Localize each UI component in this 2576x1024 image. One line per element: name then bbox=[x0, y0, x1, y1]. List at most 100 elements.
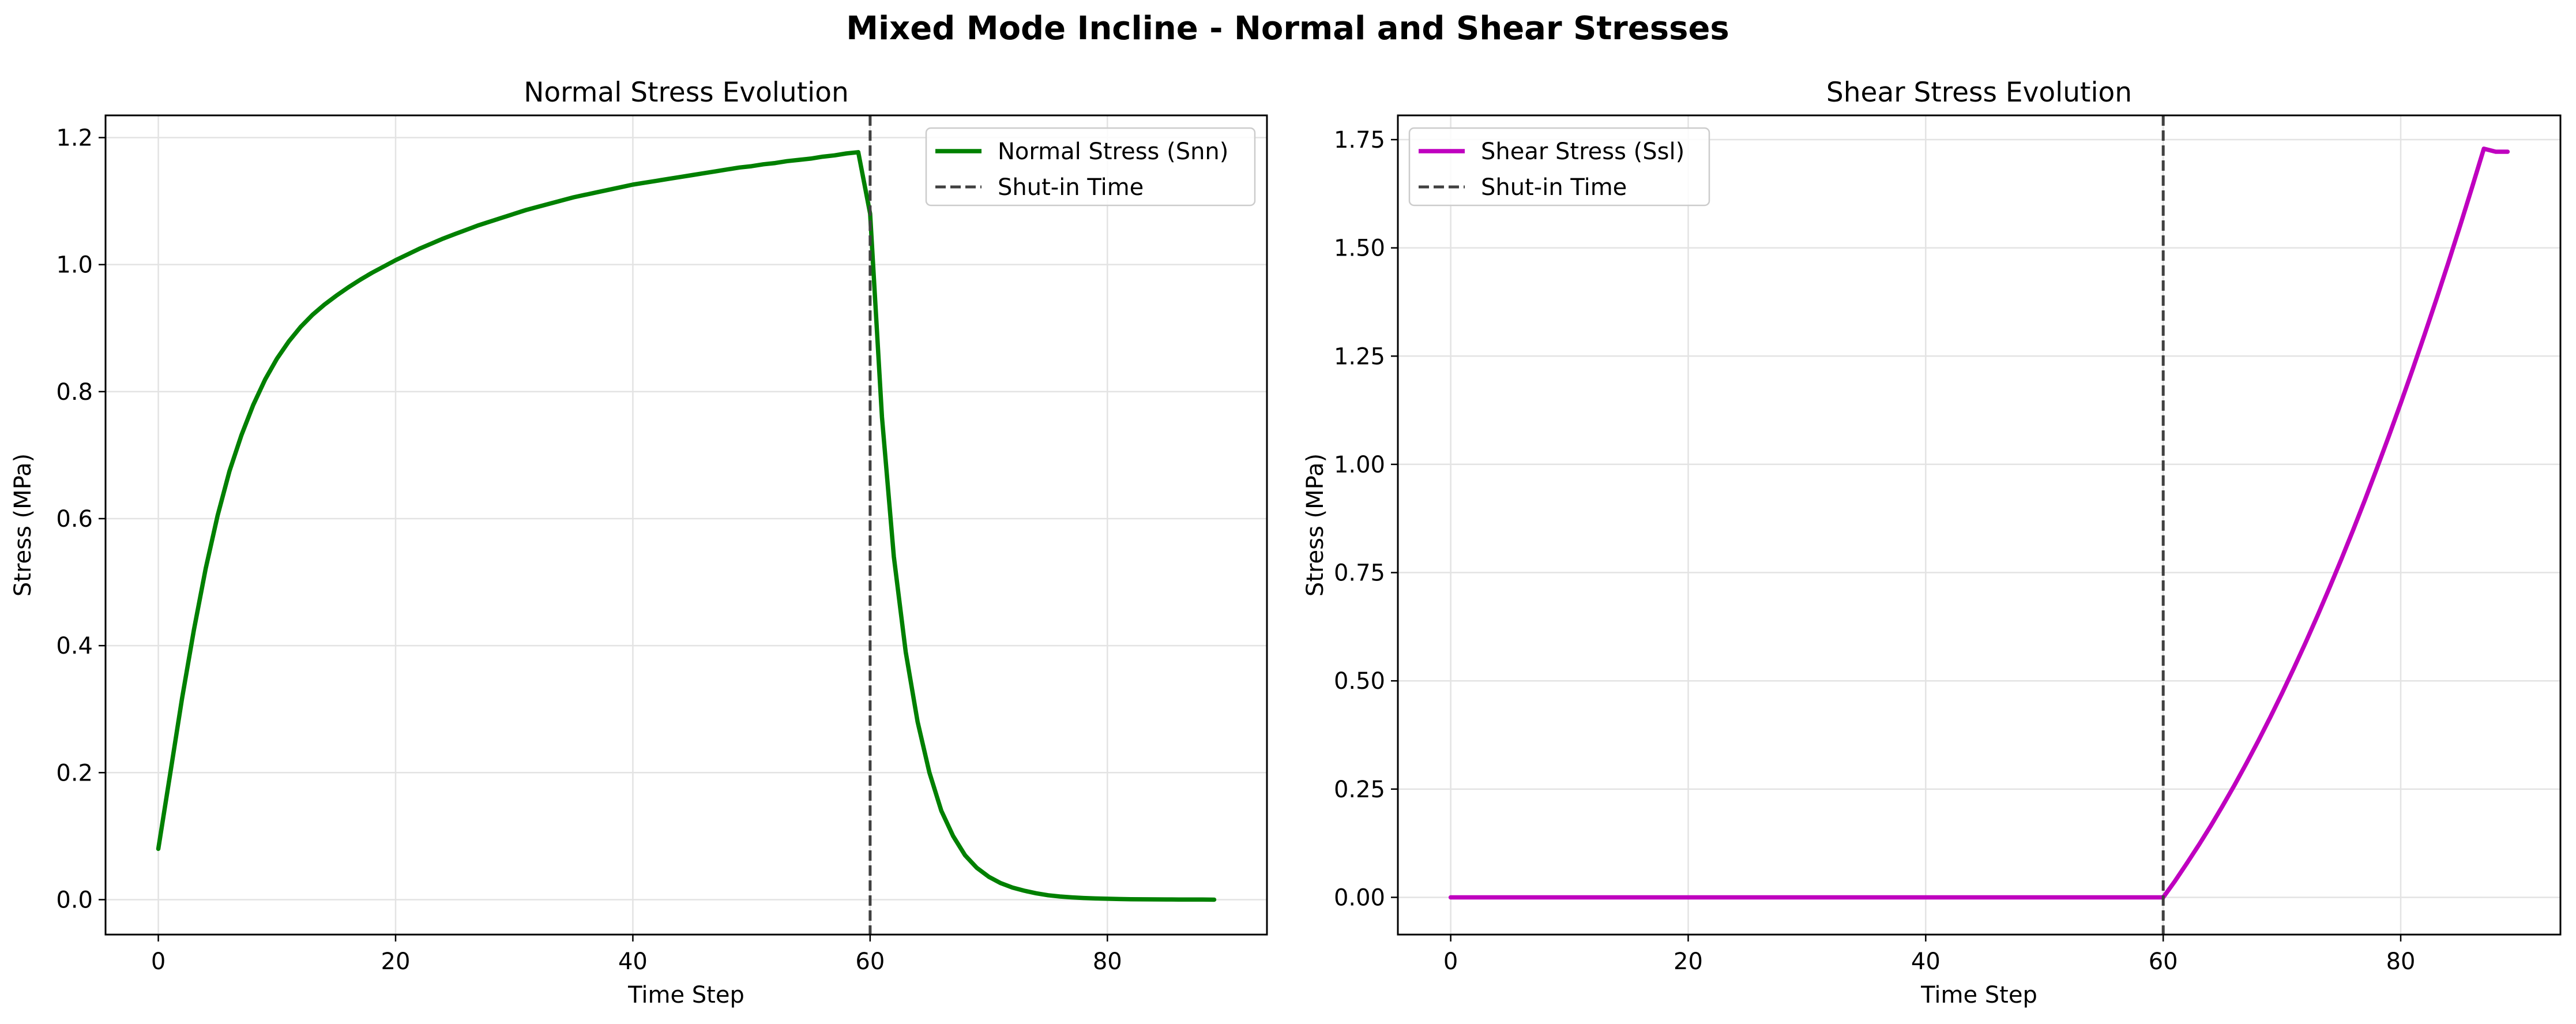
data-point bbox=[1107, 898, 1108, 899]
data-point bbox=[2222, 806, 2223, 807]
data-point bbox=[739, 167, 740, 168]
data-point bbox=[561, 200, 562, 201]
data-point bbox=[1060, 896, 1061, 897]
data-point bbox=[2365, 499, 2366, 500]
data-point bbox=[751, 166, 752, 167]
x-tick-label: 80 bbox=[1093, 948, 1122, 975]
legend-box bbox=[925, 127, 1256, 207]
y-tick-label: 0.00 bbox=[1334, 884, 1385, 911]
y-tick-label: 0.0 bbox=[56, 887, 93, 913]
x-tick-label: 40 bbox=[618, 948, 648, 975]
data-point bbox=[2412, 369, 2413, 370]
data-point bbox=[1747, 897, 1748, 898]
shear-stress-plot-area bbox=[1448, 115, 2510, 935]
normal-stress-x-ticks: 0 20 40 60 80 bbox=[151, 935, 1122, 975]
data-point bbox=[288, 341, 289, 342]
data-point bbox=[988, 876, 989, 877]
data-point bbox=[2448, 262, 2449, 263]
data-point bbox=[1095, 898, 1096, 899]
data-point bbox=[336, 295, 337, 296]
y-tick-label: 1.75 bbox=[1334, 127, 1385, 153]
data-point bbox=[2234, 785, 2235, 786]
data-point bbox=[1450, 897, 1451, 898]
data-point bbox=[1178, 899, 1179, 900]
legend-label-shear-stress: Shear Stress (Ssl) bbox=[1481, 138, 1684, 165]
data-point bbox=[609, 189, 610, 190]
data-point bbox=[478, 225, 479, 226]
data-point bbox=[383, 266, 384, 267]
data-point bbox=[1569, 897, 1570, 898]
shear-stress-axes-frame bbox=[1397, 114, 2562, 936]
y-tick-label: 1.25 bbox=[1334, 343, 1385, 370]
normal-stress-x-axis-label: Time Step bbox=[627, 982, 744, 1008]
y-tick-label: 0.6 bbox=[56, 506, 93, 532]
data-point bbox=[2329, 587, 2330, 588]
x-tick-label: 0 bbox=[151, 948, 166, 975]
shear-stress-y-ticks: 0.00 0.25 0.50 0.75 1.00 1.25 1.50 1.75 bbox=[1334, 127, 1398, 911]
normal-stress-grid bbox=[106, 115, 1267, 935]
shear-stress-y-axis-label: Stress (MPa) bbox=[1302, 453, 1329, 597]
y-tick-label: 0.25 bbox=[1334, 777, 1385, 803]
y-tick-label: 1.0 bbox=[56, 252, 93, 279]
data-point bbox=[1866, 897, 1867, 898]
data-point bbox=[585, 194, 586, 195]
data-point bbox=[253, 404, 254, 405]
y-tick-label: 0.4 bbox=[56, 633, 93, 659]
normal-stress-snn-series-line bbox=[156, 150, 1217, 902]
x-tick-label: 20 bbox=[1674, 948, 1703, 975]
data-point bbox=[217, 515, 218, 516]
data-point bbox=[2341, 559, 2342, 560]
y-tick-label: 0.2 bbox=[56, 760, 93, 786]
shear-stress-legend: Shear Stress (Ssl) Shut-in Time bbox=[1408, 127, 1710, 207]
data-point bbox=[526, 210, 527, 211]
x-tick-label: 0 bbox=[1443, 948, 1458, 975]
normal-stress-y-ticks: 0.0 0.2 0.4 0.6 0.8 1.0 1.2 bbox=[56, 125, 106, 913]
normal-stress-y-axis-label: Stress (MPa) bbox=[10, 453, 36, 597]
normal-stress-panel: 0 20 40 60 80 0.0 0.2 0.4 0.6 0.8 1.0 1.2 Normal S… bbox=[10, 77, 1268, 1008]
data-point bbox=[573, 197, 574, 198]
data-point bbox=[1190, 899, 1191, 900]
data-point bbox=[834, 155, 835, 156]
shear-stress-x-ticks: 0 20 40 60 80 bbox=[1443, 935, 2416, 975]
x-tick-label: 40 bbox=[1911, 948, 1941, 975]
data-point bbox=[490, 221, 491, 222]
figure-title: Mixed Mode Incline - Normal and Shear St… bbox=[846, 10, 1729, 47]
data-point bbox=[2044, 897, 2045, 898]
data-point bbox=[822, 156, 823, 157]
normal-stress-legend: Normal Stress (Snn) Shut-in Time bbox=[925, 127, 1256, 207]
data-point bbox=[371, 272, 372, 273]
shear-stress-x-axis-label: Time Step bbox=[1920, 982, 2037, 1008]
data-point bbox=[241, 435, 242, 436]
x-tick-label: 60 bbox=[2149, 948, 2178, 975]
data-point bbox=[2246, 763, 2247, 764]
data-point bbox=[1071, 897, 1072, 898]
data-point bbox=[2293, 668, 2294, 669]
data-point bbox=[846, 153, 847, 154]
shear-stress-title: Shear Stress Evolution bbox=[1826, 77, 2132, 108]
normal-stress-title: Normal Stress Evolution bbox=[524, 77, 849, 108]
data-point bbox=[644, 182, 645, 183]
y-tick-label: 1.00 bbox=[1334, 452, 1385, 478]
x-tick-label: 20 bbox=[381, 948, 411, 975]
normal-stress-axes-frame bbox=[104, 114, 1268, 936]
data-point bbox=[502, 217, 503, 218]
x-tick-label: 60 bbox=[855, 948, 885, 975]
legend-label-shut-in-time: Shut-in Time bbox=[1481, 174, 1627, 201]
shear-stress-grid bbox=[1398, 115, 2560, 935]
data-point bbox=[1012, 887, 1013, 888]
y-tick-label: 0.75 bbox=[1334, 560, 1385, 587]
shear-stress-ssl-series-line bbox=[1448, 147, 2510, 900]
data-point bbox=[407, 254, 408, 255]
data-point bbox=[312, 314, 313, 315]
y-tick-label: 1.50 bbox=[1334, 235, 1385, 262]
legend-box bbox=[1408, 127, 1710, 207]
data-point bbox=[929, 772, 930, 773]
x-tick-label: 80 bbox=[2386, 948, 2416, 975]
normal-stress-plot-area bbox=[156, 115, 1217, 935]
legend-label-normal-stress: Normal Stress (Snn) bbox=[998, 138, 1228, 165]
y-tick-label: 1.2 bbox=[56, 125, 93, 152]
data-point bbox=[2317, 615, 2318, 616]
y-tick-label: 0.8 bbox=[56, 379, 93, 406]
shear-stress-panel: 0 20 40 60 80 0.00 0.25 0.50 0.75 1.00 1.25 1.50 1.… bbox=[1302, 77, 2562, 1008]
